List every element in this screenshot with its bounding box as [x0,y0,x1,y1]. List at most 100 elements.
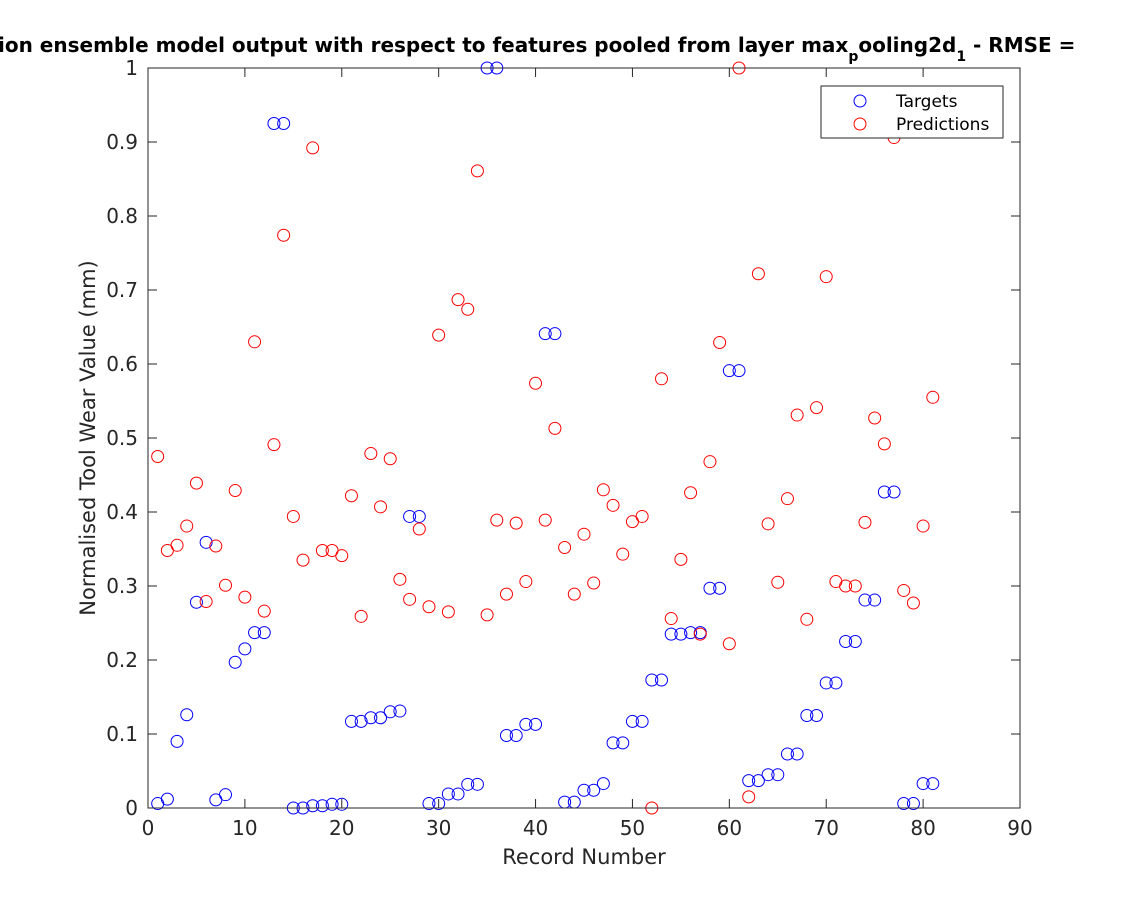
x-tick-label: 50 [620,816,645,840]
targets-point [713,581,727,595]
predictions-point [267,438,281,452]
targets-point [858,593,872,607]
targets-point [315,799,329,813]
predictions-point [412,522,426,536]
y-tick-label: 0.3 [106,574,138,598]
targets-point [441,787,455,801]
x-tick-label: 60 [717,816,742,840]
targets-point [703,581,717,595]
predictions-point [655,372,669,386]
predictions-point [664,612,678,626]
targets-point [519,717,533,731]
targets-point [635,714,649,728]
predictions-point [170,538,184,552]
predictions-point [219,578,233,592]
axis-ticks: 0 10 20 30 40 50 60 70 80 90 0 0.1 0.2 0.3 0.4 0.5 0.6 0.… [106,56,1033,840]
targets-point [170,734,184,748]
targets-point [664,627,678,641]
predictions-point [393,572,407,586]
predictions-point [616,547,630,561]
targets-point [461,777,475,791]
targets-point [219,788,233,802]
legend-targets-marker [853,94,867,108]
predictions-point [296,553,310,567]
targets-point [364,711,378,725]
y-tick-label: 0.1 [106,722,138,746]
targets-point [451,787,465,801]
predictions-point [228,484,242,498]
targets-point [897,797,911,811]
targets-point [625,714,639,728]
predictions-point [277,228,291,242]
targets-point [761,768,775,782]
targets-point [529,717,543,731]
predictions-point [693,627,707,641]
targets-point [538,327,552,341]
predictions-point [403,592,417,606]
y-tick-label: 0.4 [106,500,138,524]
predictions-point [306,141,320,155]
y-tick-label: 1 [125,56,138,80]
predictions-point [558,541,572,555]
predictions-point [470,164,484,178]
targets-point [577,783,591,797]
predictions-point [800,612,814,626]
targets-point [906,797,920,811]
predictions-point [441,605,455,619]
targets-point [306,799,320,813]
targets-point [374,711,388,725]
targets-point [325,797,339,811]
predictions-point [286,509,300,523]
predictions-point [771,575,785,589]
targets-point [771,768,785,782]
targets-point [548,327,562,341]
targets-point [742,774,756,788]
predictions-point [335,549,349,563]
targets-point [926,777,940,791]
targets-point [354,714,368,728]
x-tick-label: 80 [910,816,935,840]
targets-point [732,364,746,378]
targets-point [189,595,203,609]
targets-point [393,704,407,718]
targets-point [587,783,601,797]
targets-point [412,509,426,523]
predictions-point [451,293,465,307]
predictions-point [548,421,562,435]
predictions-point [742,790,756,804]
targets-point [790,747,804,761]
targets-point [509,728,523,742]
predictions-point [868,411,882,425]
predictions-point [780,492,794,506]
targets-point [916,777,930,791]
predictions-point [606,498,620,512]
targets-point [751,774,765,788]
predictions-point [713,336,727,350]
x-tick-label: 20 [329,816,354,840]
targets-point [432,797,446,811]
predictions-point [189,476,203,490]
predictions-point [364,447,378,461]
x-axis-label: Record Number [502,845,666,869]
y-tick-label: 0.5 [106,426,138,450]
predictions-point [703,455,717,469]
predictions-point [790,408,804,422]
predictions-point [344,489,358,503]
targets-point [868,593,882,607]
targets-point [383,705,397,719]
legend-predictions-label: Predictions [896,115,989,135]
predictions-point [432,328,446,342]
predictions-point [596,483,610,497]
targets-point [645,673,659,687]
predictions-point [635,509,649,523]
predictions-point [858,515,872,529]
targets-point [674,627,688,641]
y-tick-label: 0.7 [106,278,138,302]
predictions-point [315,543,329,557]
predictions-point [422,600,436,614]
predictions-point [519,575,533,589]
targets-point [616,736,630,750]
predictions-point [567,587,581,601]
targets-point [722,364,736,378]
y-tick-label: 0.6 [106,352,138,376]
